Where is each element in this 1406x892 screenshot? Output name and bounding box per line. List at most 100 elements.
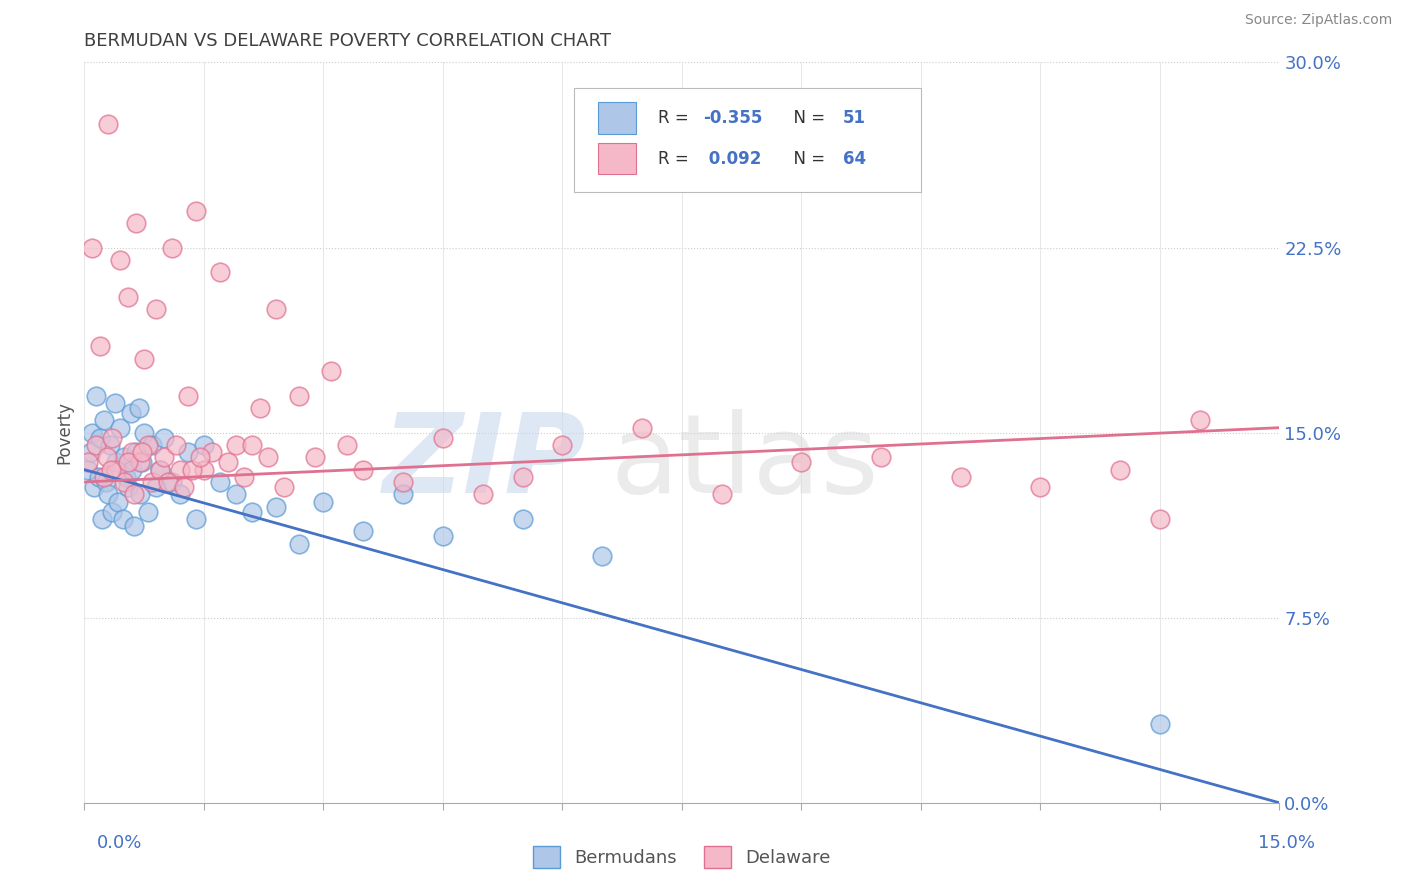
Point (512, 470, 534, 484)
Point (82, 240, 104, 255)
Point (165, 438, 187, 452)
Point (136, 438, 159, 452)
Point (1029, 480, 1052, 494)
Point (352, 462, 374, 476)
Point (141, 438, 163, 452)
Point (870, 450, 893, 465)
Point (82, 425, 104, 440)
Point (117, 455, 139, 469)
Point (110, 252, 132, 267)
Point (136, 505, 159, 519)
Point (551, 438, 574, 452)
Point (240, 438, 263, 452)
Text: N =: N = (783, 150, 831, 168)
Point (217, 455, 239, 469)
Point (121, 462, 143, 476)
Y-axis label: Poverty: Poverty (55, 401, 73, 464)
Point (125, 445, 148, 459)
Point (153, 431, 176, 445)
Point (117, 480, 139, 494)
Point (288, 388, 311, 402)
Text: 51: 51 (844, 109, 866, 127)
Point (591, 549, 613, 563)
Point (201, 445, 224, 459)
Point (256, 450, 278, 465)
Point (181, 462, 204, 476)
Bar (599, 143, 637, 174)
Text: BERMUDAN VS DELAWARE POVERTY CORRELATION CHART: BERMUDAN VS DELAWARE POVERTY CORRELATION… (84, 32, 612, 50)
Point (101, 505, 124, 519)
Point (157, 475, 180, 489)
Point (392, 475, 415, 489)
Point (122, 519, 145, 533)
Point (128, 401, 150, 415)
Point (1149, 716, 1171, 731)
Point (77, 455, 100, 469)
Point (512, 512, 534, 526)
Point (105, 462, 128, 476)
Point (132, 351, 156, 366)
Point (173, 480, 195, 494)
Point (129, 455, 152, 469)
Point (184, 512, 207, 526)
Point (321, 364, 343, 378)
Point (94, 475, 117, 489)
Point (184, 203, 207, 218)
Point (710, 487, 733, 501)
Point (312, 494, 335, 508)
Point (120, 406, 142, 420)
Point (336, 438, 359, 452)
Point (87, 470, 110, 484)
Point (225, 438, 247, 452)
Point (160, 475, 183, 489)
Point (149, 462, 172, 476)
Point (122, 487, 145, 501)
Point (93, 470, 115, 484)
Point (100, 462, 122, 476)
Point (153, 450, 176, 465)
Legend: Bermudans, Delaware: Bermudans, Delaware (526, 838, 838, 875)
Point (232, 470, 254, 484)
Point (121, 445, 143, 459)
Point (208, 475, 231, 489)
Point (169, 487, 191, 501)
Point (392, 487, 415, 501)
Point (96, 450, 118, 465)
Point (110, 420, 132, 434)
Point (93, 413, 115, 427)
Point (89, 339, 111, 353)
Text: N =: N = (783, 109, 831, 127)
Point (949, 470, 972, 484)
Point (149, 462, 172, 476)
Point (432, 529, 454, 543)
Point (273, 480, 295, 494)
Point (790, 455, 813, 469)
Point (1109, 462, 1132, 476)
Point (86, 438, 108, 452)
Point (114, 470, 136, 484)
Point (112, 475, 135, 489)
Point (177, 445, 200, 459)
Point (131, 455, 153, 469)
Point (1188, 413, 1211, 427)
Text: R =: R = (658, 109, 695, 127)
Text: -0.355: -0.355 (703, 109, 763, 127)
Text: 64: 64 (844, 150, 866, 168)
Point (86, 388, 108, 402)
Point (101, 431, 124, 445)
Point (77, 462, 100, 476)
Point (264, 302, 287, 317)
Text: ZIP: ZIP (382, 409, 586, 516)
Point (90, 512, 112, 526)
Point (132, 425, 156, 440)
Point (169, 462, 191, 476)
Text: Source: ZipAtlas.com: Source: ZipAtlas.com (1244, 13, 1392, 28)
Point (129, 487, 152, 501)
Bar (599, 103, 637, 134)
Point (125, 216, 148, 230)
Point (117, 290, 139, 304)
Text: atlas: atlas (610, 409, 879, 516)
Point (131, 445, 153, 459)
Point (160, 240, 183, 255)
Point (264, 500, 287, 514)
